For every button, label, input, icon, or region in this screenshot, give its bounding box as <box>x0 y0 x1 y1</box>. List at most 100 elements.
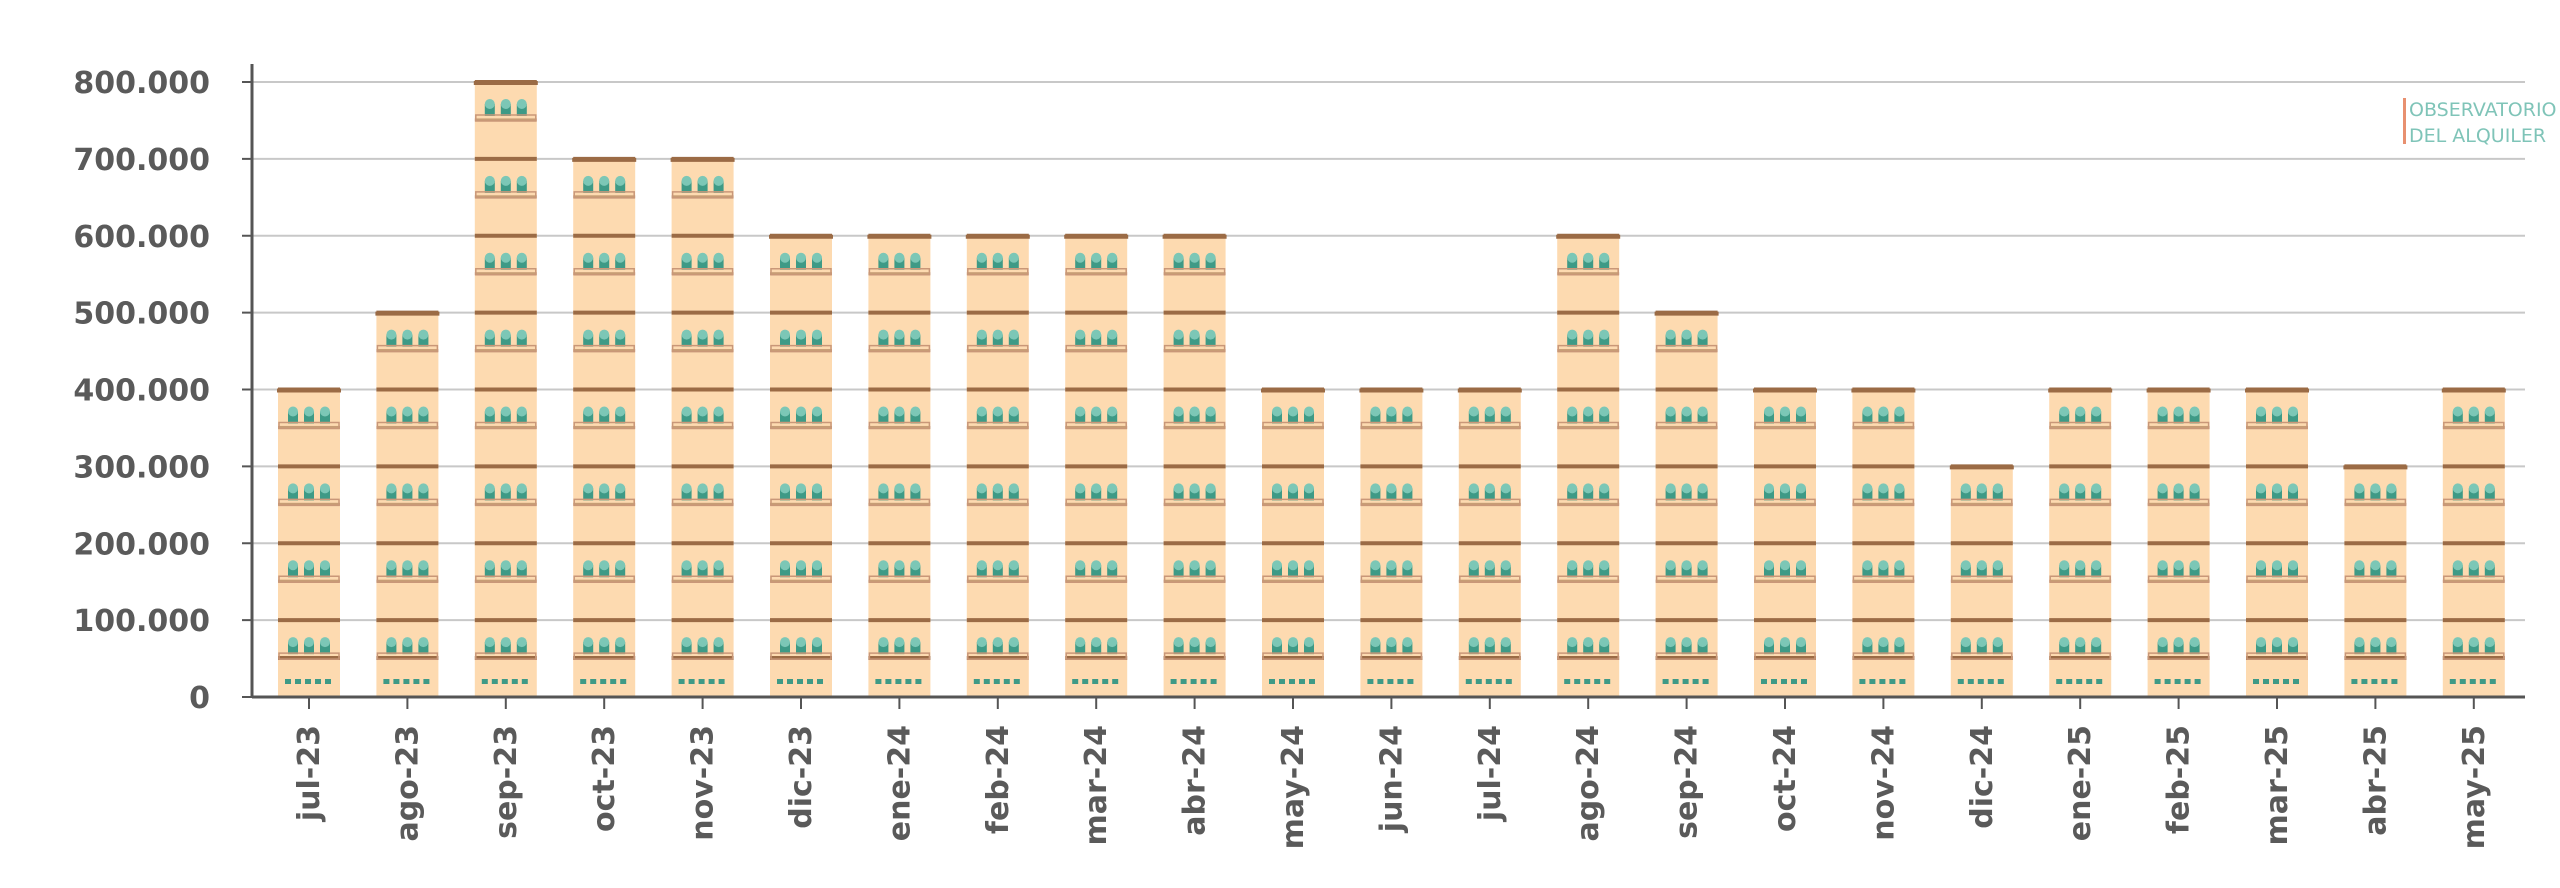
balcony <box>671 575 734 583</box>
window-arch <box>2173 637 2184 648</box>
window-arch <box>796 406 806 417</box>
window-arch <box>1583 406 1594 417</box>
floor-line <box>2147 502 2210 506</box>
window-arch <box>516 560 527 571</box>
floor-line <box>868 579 931 583</box>
window-arch <box>1976 483 1987 494</box>
floor-line <box>573 195 636 199</box>
floor-line <box>474 618 537 623</box>
window-arch <box>1370 560 1381 571</box>
window <box>910 411 921 424</box>
floor-line <box>1065 464 1128 469</box>
window <box>500 257 511 270</box>
balcony <box>1951 575 2013 583</box>
window-arch <box>713 483 724 494</box>
window <box>2468 488 2479 501</box>
balcony <box>1557 268 1619 276</box>
window <box>1796 411 1806 424</box>
balcony <box>2246 498 2308 507</box>
window-arch <box>1075 252 1086 263</box>
floor-line <box>278 579 340 583</box>
floor-line <box>868 233 931 238</box>
window-arch <box>418 406 429 417</box>
window <box>713 411 724 424</box>
window-arch <box>1583 329 1594 340</box>
floor-line <box>1655 464 1718 469</box>
bar <box>1949 464 2014 697</box>
window-arch <box>910 637 921 648</box>
floor-line <box>2246 656 2308 660</box>
window-arch <box>2370 483 2381 494</box>
window-arch <box>1272 560 1282 571</box>
door-block <box>600 679 607 684</box>
window-arch <box>2452 483 2463 494</box>
floor-line <box>1852 579 1915 583</box>
x-tick-label: feb-24 <box>981 725 1016 834</box>
door-block <box>1692 679 1699 684</box>
floor-line <box>474 80 537 84</box>
window <box>1599 257 1610 270</box>
door-block <box>787 679 793 684</box>
window <box>418 411 429 424</box>
y-tick-labels: 0 100.000 200.000 300.000 400.000 500.000 600.… <box>73 66 210 716</box>
floor-line <box>868 349 931 353</box>
window <box>713 334 724 347</box>
window <box>304 565 314 578</box>
window-arch <box>304 406 314 417</box>
window-arch <box>1386 406 1397 417</box>
floor-line <box>2246 425 2308 429</box>
window <box>1878 411 1889 424</box>
window-arch <box>484 483 495 494</box>
x-tick-label: dic-24 <box>1965 725 2000 829</box>
window-arch <box>878 483 889 494</box>
window-arch <box>1796 560 1806 571</box>
door-block <box>1387 679 1394 684</box>
window-arch <box>1862 406 1873 417</box>
bar <box>1162 233 1227 697</box>
floor-line <box>1458 579 1521 583</box>
floor-line <box>1557 387 1620 392</box>
door-block <box>2076 679 2083 684</box>
window <box>320 488 330 501</box>
floor-line <box>1065 310 1128 315</box>
balcony <box>1065 344 1127 353</box>
floor-line <box>770 541 832 546</box>
window-arch <box>615 637 626 648</box>
balcony <box>1262 498 1324 507</box>
bar <box>1556 233 1621 697</box>
window <box>1484 411 1495 424</box>
door-block <box>1190 679 1197 684</box>
window-arch <box>1075 329 1086 340</box>
door-block <box>1299 679 1305 684</box>
window-arch <box>681 175 692 186</box>
window <box>2157 565 2168 578</box>
window <box>1599 642 1610 655</box>
window-arch <box>516 99 527 109</box>
door-block <box>2479 679 2486 684</box>
floor-line <box>1262 387 1324 392</box>
floor-line <box>376 425 439 429</box>
floor-line <box>1163 579 1226 583</box>
balcony <box>475 344 537 353</box>
window <box>484 642 495 655</box>
window-arch <box>2452 406 2463 417</box>
door-block <box>2449 679 2456 684</box>
window-arch <box>583 483 594 494</box>
door-block <box>403 679 410 684</box>
floor-line <box>1754 656 1816 660</box>
window-arch <box>1599 483 1610 494</box>
window-arch <box>1484 637 1495 648</box>
window-arch <box>1091 637 1102 648</box>
window <box>878 488 889 501</box>
floor-line <box>2049 464 2112 469</box>
floor-line <box>376 349 439 353</box>
floor-line <box>573 464 636 469</box>
door-block <box>325 679 331 684</box>
floor-line <box>1557 425 1620 429</box>
window-arch <box>1992 483 2003 494</box>
window-arch <box>2484 637 2495 648</box>
window-arch <box>516 406 527 417</box>
window <box>894 565 905 578</box>
door-block <box>885 679 892 684</box>
